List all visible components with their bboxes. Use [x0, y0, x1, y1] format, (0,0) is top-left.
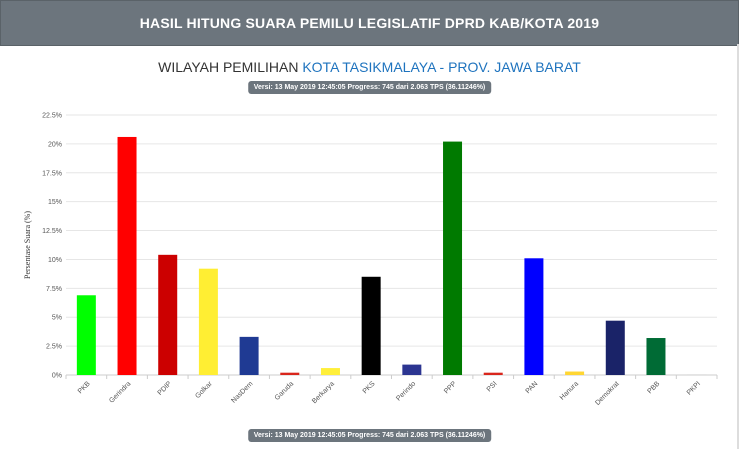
bar-pkpi	[687, 374, 707, 376]
region-heading: WILAYAH PEMILIHAN KOTA TASIKMALAYA - PRO…	[0, 59, 739, 75]
x-tick-label: Perindo	[395, 380, 417, 402]
bar-pbb	[646, 338, 666, 375]
y-tick-label: 2.5%	[46, 344, 62, 351]
bar-nasdem	[239, 336, 259, 375]
y-tick-label: 15%	[48, 199, 62, 206]
bar-psi	[483, 372, 503, 375]
bar-berkarya	[320, 368, 340, 375]
bar-perindo	[402, 364, 422, 375]
x-tick-label: PKB	[77, 380, 92, 395]
bar-chart: 0% 2.5% 5% 7.5% 10% 12.5% 15% 17.5% 20% 22.5% Pers…	[23, 113, 718, 407]
x-tick-label: PSI	[486, 380, 499, 393]
bar-pkb	[76, 295, 96, 375]
y-axis-label: Persentase Suara (%)	[23, 211, 32, 279]
x-tick-label: PAN	[525, 380, 540, 395]
region-label: WILAYAH PEMILIHAN	[158, 59, 299, 75]
bar-hanura	[565, 371, 585, 375]
x-tick-label: Gerindra	[108, 380, 132, 404]
x-tick-label: PKS	[362, 380, 377, 395]
bar-demokrat	[605, 320, 625, 375]
panel-border	[737, 44, 739, 449]
x-tick-label: Golkar	[194, 380, 214, 400]
region-link[interactable]: KOTA TASIKMALAYA - PROV. JAWA BARAT	[302, 59, 581, 75]
page-header: HASIL HITUNG SUARA PEMILU LEGISLATIF DPR…	[0, 0, 739, 46]
y-tick-label: 7.5%	[46, 286, 62, 293]
page-title: HASIL HITUNG SUARA PEMILU LEGISLATIF DPR…	[139, 15, 600, 31]
bar-ppp	[443, 141, 463, 375]
y-tick-label: 10%	[48, 257, 62, 264]
x-tick-label: NasDem	[230, 380, 254, 404]
y-tick-label: 17.5%	[42, 170, 62, 177]
bar-gerindra	[117, 136, 137, 375]
x-tick-label: PDIP	[157, 380, 174, 397]
y-tick-label: 0%	[52, 373, 62, 380]
y-tick-label: 20%	[48, 141, 62, 148]
x-tick-label: PKPI	[686, 380, 702, 396]
bar-pdip	[158, 254, 178, 375]
x-tick-label: Hanura	[559, 380, 580, 401]
y-tick-label: 5%	[52, 315, 62, 322]
bar-golkar	[198, 268, 218, 375]
bar-pks	[361, 276, 381, 375]
bar-pan	[524, 258, 544, 375]
x-tick-label: PPP	[443, 380, 458, 395]
y-tick-label: 12.5%	[42, 228, 62, 235]
y-tick-label: 22.5%	[42, 113, 62, 120]
bar-garuda	[280, 372, 300, 375]
version-badge-top: Versi: 13 May 2019 12:45:05 Progress: 74…	[247, 81, 492, 94]
x-tick-label: Demokrat	[594, 380, 620, 406]
x-tick-label: Berkarya	[311, 380, 336, 405]
version-badge-bottom: Versi: 13 May 2019 12:45:05 Progress: 74…	[247, 429, 492, 442]
x-tick-label: PBB	[647, 380, 662, 395]
x-tick-label: Garuda	[274, 380, 296, 402]
